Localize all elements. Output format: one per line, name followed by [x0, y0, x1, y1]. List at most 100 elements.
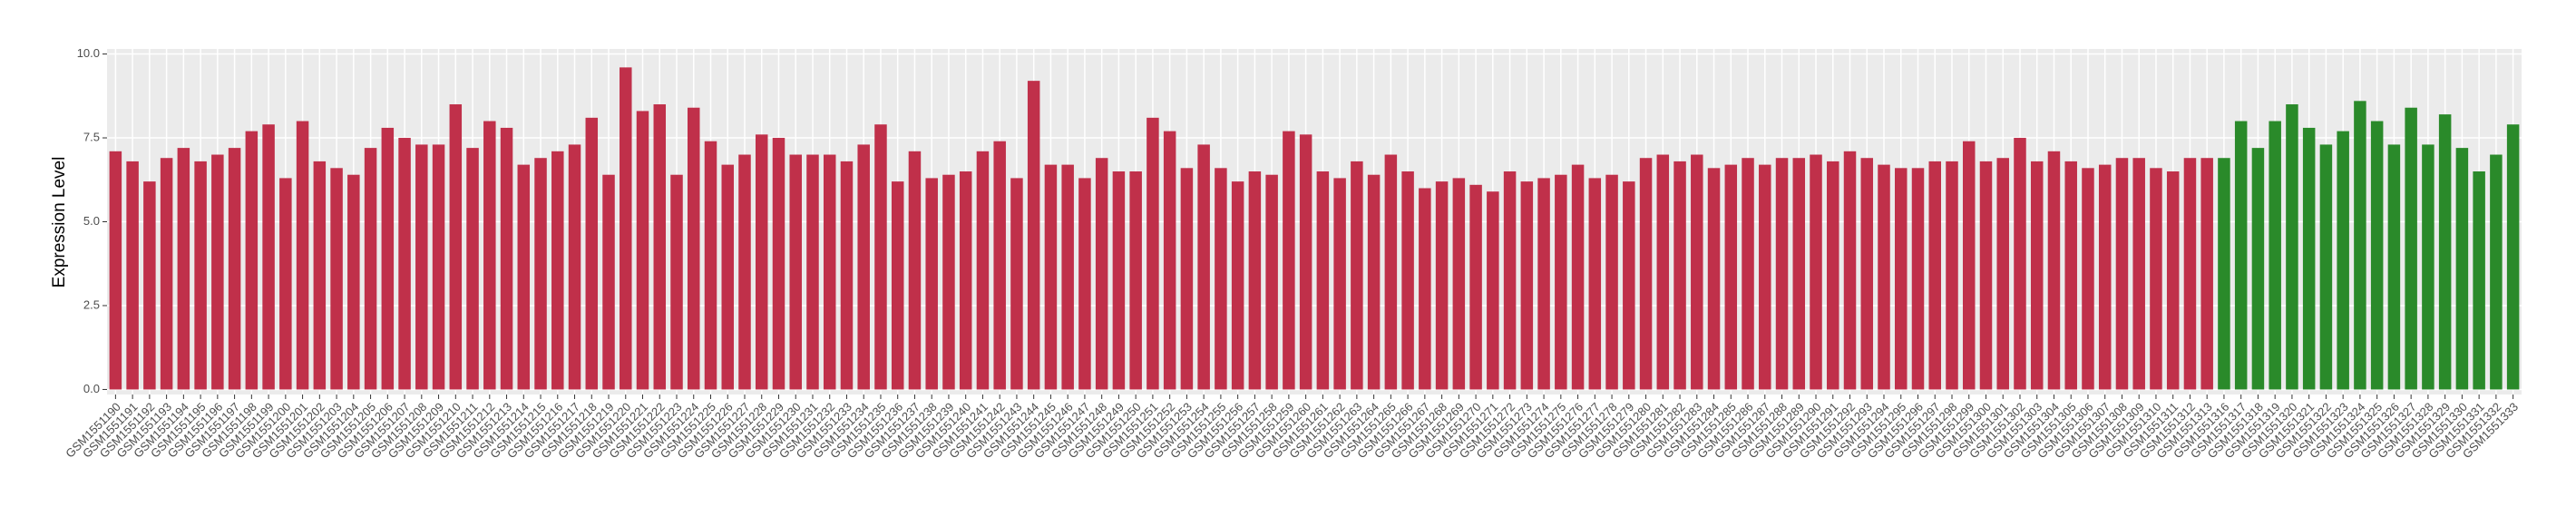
bar [670, 174, 683, 390]
bar [517, 164, 531, 390]
bar [126, 161, 139, 390]
bar [1180, 168, 1194, 390]
bar [1878, 164, 1890, 390]
bar [1197, 144, 1210, 390]
bar [1571, 164, 1585, 390]
bar [1061, 164, 1074, 390]
bar [347, 174, 360, 390]
bar [789, 154, 802, 390]
bar [2047, 151, 2061, 390]
bar [636, 111, 649, 390]
bar [2150, 168, 2162, 390]
bar [449, 104, 463, 390]
bar [1707, 168, 1721, 390]
bar [1027, 81, 1040, 390]
bar [1979, 161, 1993, 390]
bar [1299, 134, 1312, 390]
bar [1147, 117, 1159, 390]
bar [620, 67, 632, 390]
bar [160, 158, 173, 390]
bar [330, 168, 343, 390]
bar [1283, 131, 1295, 390]
bar [823, 154, 836, 390]
bar [2183, 158, 2197, 390]
bar [1555, 174, 1567, 390]
y-tick-label: 10.0 [77, 46, 100, 60]
bar [1537, 178, 1550, 390]
bar [398, 138, 411, 390]
bar [2506, 124, 2520, 390]
bar [415, 144, 428, 390]
bar [1827, 161, 1839, 390]
bar [1351, 161, 1363, 390]
bar [721, 164, 734, 390]
bar [2234, 121, 2248, 390]
bar [2269, 121, 2281, 390]
bar [908, 151, 922, 390]
y-tick-label: 0.0 [83, 382, 100, 395]
bar [1044, 164, 1058, 390]
bar [1503, 171, 1517, 390]
bar [1946, 161, 1958, 390]
bar [1860, 158, 1874, 390]
bar [177, 148, 190, 390]
bar [857, 144, 870, 390]
bar [1129, 171, 1142, 390]
bar [806, 154, 819, 390]
bar [1895, 168, 1908, 390]
bar [1452, 178, 1466, 390]
bar [772, 138, 785, 390]
bar [2319, 144, 2333, 390]
bar [2200, 158, 2213, 390]
bar [2490, 154, 2503, 390]
bar [1759, 164, 1771, 390]
bar [1265, 174, 1278, 390]
bar [1010, 178, 1023, 390]
bar [2098, 164, 2112, 390]
bar [2337, 131, 2349, 390]
bar [1248, 171, 1262, 390]
bar [1435, 181, 1449, 390]
bar [2115, 158, 2129, 390]
bar [1996, 158, 2009, 390]
bar [432, 144, 445, 390]
bar [2405, 107, 2417, 390]
bar [959, 171, 972, 390]
bar [262, 124, 275, 390]
bar [925, 178, 938, 390]
y-tick-label: 2.5 [83, 297, 100, 311]
bar [296, 121, 309, 390]
bar [2166, 171, 2180, 390]
bar [1215, 168, 1227, 390]
bar [1691, 154, 1703, 390]
bar [1962, 141, 1976, 390]
bar [2302, 127, 2316, 390]
bar [1605, 174, 1618, 390]
bar [2286, 104, 2298, 390]
bar [1639, 158, 1653, 390]
bar [1231, 181, 1244, 390]
bar [1928, 161, 1941, 390]
y-axis-title: Expression Level [50, 157, 69, 288]
bar [1810, 154, 1822, 390]
y-tick-label: 5.0 [83, 214, 100, 228]
bar [466, 148, 479, 390]
bar [500, 127, 513, 390]
bar [688, 107, 700, 390]
bar [313, 161, 327, 390]
bar [993, 141, 1006, 390]
bar [840, 161, 854, 390]
bar [2082, 168, 2094, 390]
bar [1419, 188, 1431, 390]
bar [2064, 161, 2077, 390]
bar [279, 178, 292, 390]
bar [2030, 161, 2044, 390]
bar [1316, 171, 1330, 390]
bar [704, 141, 717, 390]
bar [568, 144, 581, 390]
bar [1656, 154, 1670, 390]
bar [653, 104, 667, 390]
bar [1078, 178, 1091, 390]
bar [245, 131, 259, 390]
